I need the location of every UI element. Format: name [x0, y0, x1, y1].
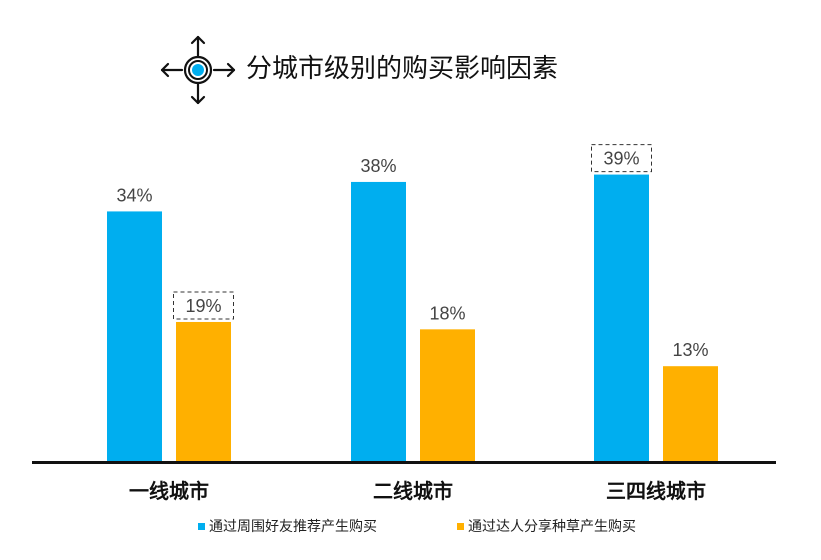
bar-1-3 — [594, 174, 649, 462]
bar-1-2 — [351, 181, 406, 462]
bar-1-1 — [107, 211, 162, 462]
legend-swatch-2 — [457, 523, 464, 530]
category-label-1: 一线城市 — [129, 479, 209, 503]
value-label-1-1: 34% — [116, 185, 152, 205]
value-label-2-1: 19% — [185, 296, 221, 316]
bar-2-3 — [663, 366, 718, 462]
category-label-3: 三四线城市 — [606, 479, 706, 503]
value-label-highlight-2-1 — [173, 291, 234, 320]
legend-swatch-1 — [198, 523, 205, 530]
category-label-2: 二线城市 — [373, 479, 453, 503]
bar-2-1 — [176, 321, 231, 462]
value-label-2-2: 18% — [429, 303, 465, 323]
value-label-1-3: 39% — [603, 149, 639, 169]
chart-title: 分城市级别的购买影响因素 — [246, 54, 559, 84]
target-arrows-icon — [160, 35, 236, 105]
value-label-1-2: 38% — [360, 156, 396, 176]
value-label-highlight-1-3 — [591, 144, 652, 173]
value-label-2-3: 13% — [672, 340, 708, 360]
bar-2-2 — [420, 329, 475, 462]
legend-label-1: 通过周围好友推荐产生购买 — [209, 519, 377, 535]
legend-label-2: 通过达人分享种草产生购买 — [468, 518, 636, 535]
